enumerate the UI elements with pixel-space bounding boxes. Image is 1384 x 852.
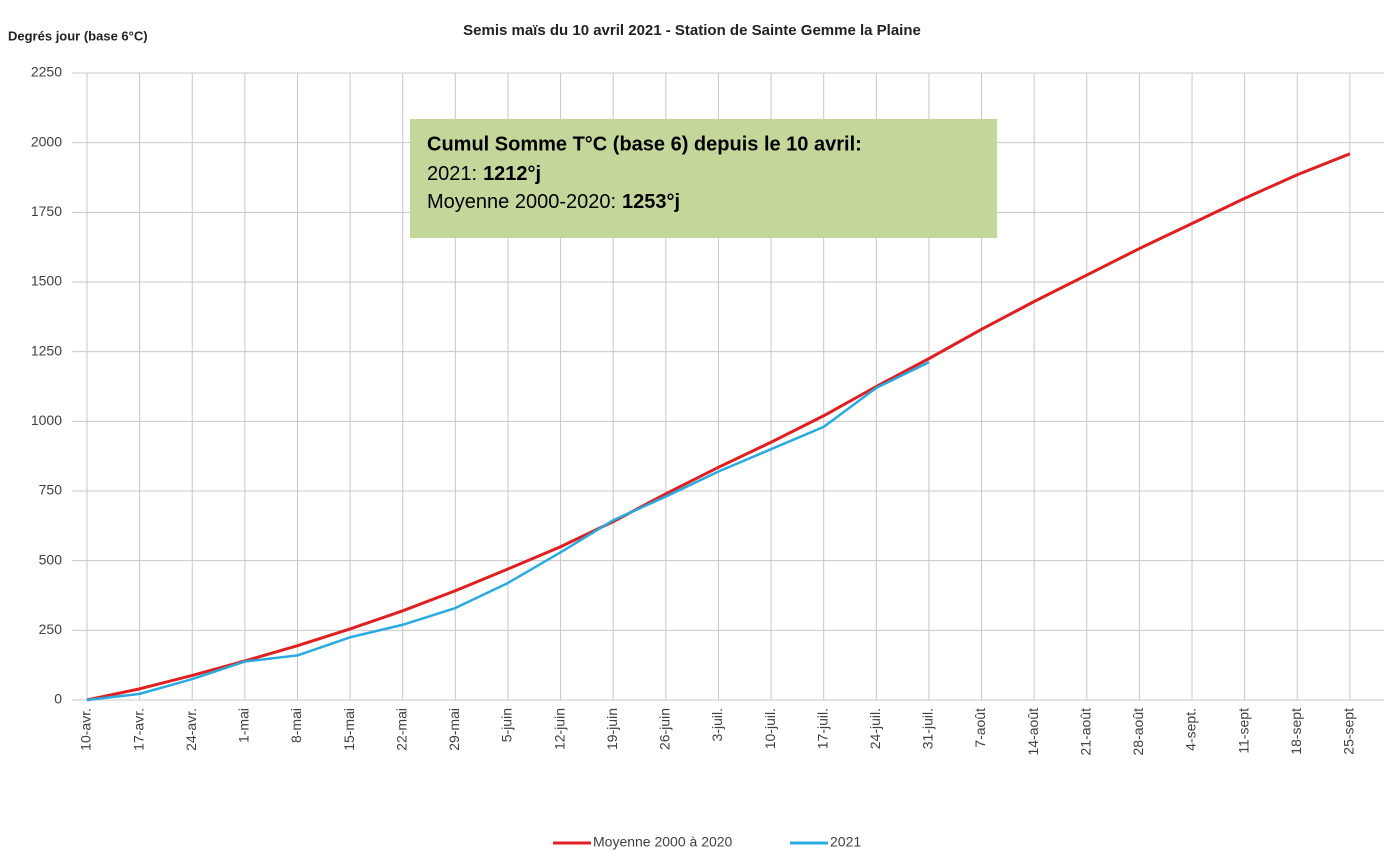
y-tick-label: 0: [54, 691, 62, 707]
y-tick-label: 250: [39, 621, 63, 637]
annotation-label: 2021:: [427, 163, 477, 185]
x-tick-label: 24-avr.: [183, 708, 199, 751]
series-line: [86, 361, 930, 702]
x-tick-label: 5-juin: [499, 708, 515, 742]
x-tick-label: 11-sept: [1235, 708, 1251, 754]
x-tick-label: 1-mai: [236, 708, 252, 743]
annotation-value: 1253°j: [622, 191, 680, 213]
x-tick-label: 31-juil.: [920, 708, 936, 749]
y-tick-label: 1250: [31, 342, 62, 358]
x-tick-label: 25-sept: [1341, 708, 1357, 755]
y-tick-label: 500: [39, 551, 63, 567]
y-axis-label: Degrés jour (base 6°C): [8, 28, 148, 43]
x-tick-label: 26-juin: [657, 708, 673, 750]
y-tick-label: 1000: [31, 412, 62, 428]
y-tick-label: 1750: [31, 203, 62, 219]
x-tick-label: 15-mai: [341, 708, 357, 751]
x-tick-label: 8-mai: [288, 708, 304, 743]
x-tick-label: 14-août: [1025, 708, 1041, 756]
x-tick-label: 21-août: [1077, 708, 1093, 756]
y-tick-label: 2000: [31, 133, 62, 149]
x-tick-label: 22-mai: [393, 708, 409, 751]
y-tick-label: 2250: [31, 64, 62, 80]
x-tick-label: 4-sept.: [1183, 708, 1199, 751]
chart-subtitle: Semis maïs du 10 avril 2021 - Station de…: [463, 22, 921, 39]
annotation-value: 1212°j: [483, 163, 541, 185]
y-tick-label: 1500: [31, 273, 62, 289]
x-tick-label: 12-juin: [551, 708, 567, 750]
x-tick-label: 19-juin: [604, 708, 620, 750]
annotation-label: Moyenne 2000-2020:: [427, 191, 616, 213]
x-tick-label: 3-juil.: [709, 708, 725, 741]
x-tick-label: 10-avr.: [78, 708, 94, 751]
legend-label: 2021: [830, 834, 861, 850]
annotation-row: Moyenne 2000-2020: 1253°j: [427, 191, 680, 213]
annotation-box: [410, 119, 997, 238]
x-tick-label: 7-août: [972, 708, 988, 748]
annotation-title: Cumul Somme T°C (base 6) depuis le 10 av…: [427, 133, 862, 155]
x-tick-label: 17-juil.: [814, 708, 830, 749]
x-tick-label: 18-sept: [1288, 708, 1304, 755]
annotation-row: 2021: 1212°j: [427, 163, 541, 185]
x-tick-label: 28-août: [1130, 708, 1146, 756]
x-tick-label: 29-mai: [446, 708, 462, 751]
x-tick-label: 17-avr.: [130, 708, 146, 751]
y-tick-label: 750: [39, 482, 63, 498]
legend-label: Moyenne 2000 à 2020: [593, 834, 733, 850]
series-line: [86, 152, 1351, 702]
x-tick-label: 24-juil.: [867, 708, 883, 749]
x-tick-label: 10-juil.: [762, 708, 778, 749]
